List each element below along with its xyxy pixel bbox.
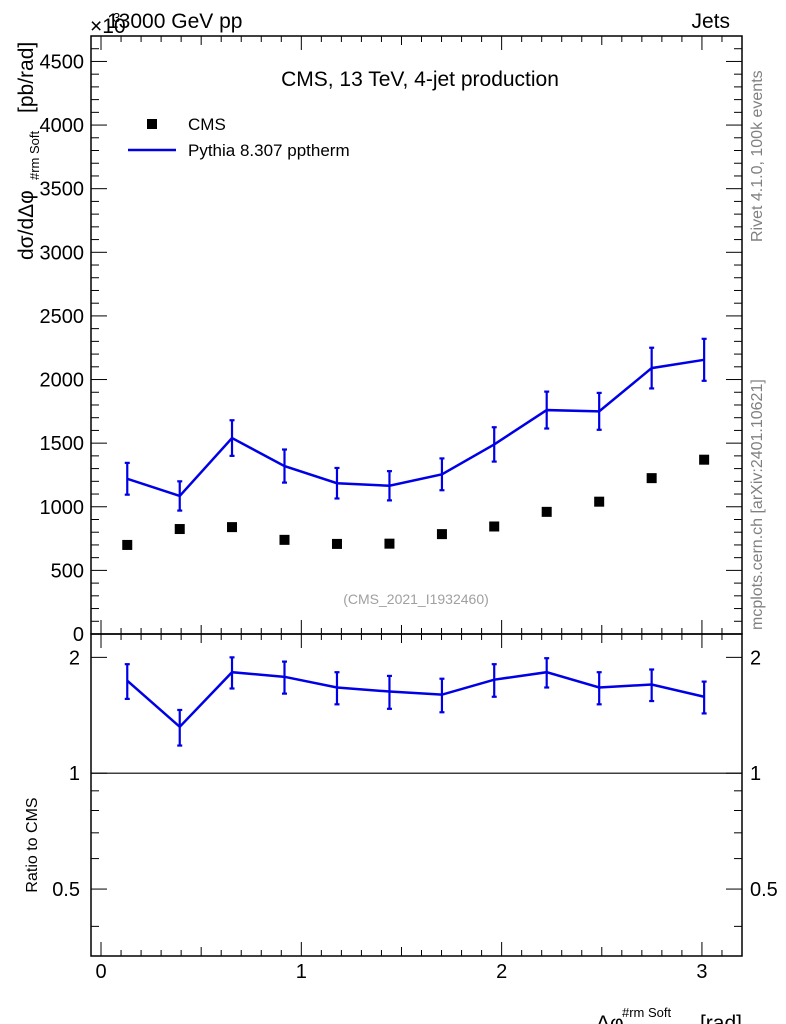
- legend-label-cms: CMS: [188, 115, 226, 134]
- x-axis-label-sub: #rm Soft: [622, 1005, 672, 1020]
- y-tick-label: 1000: [40, 497, 85, 519]
- x-tick-label: 0: [95, 961, 106, 983]
- exponent-power: 3: [113, 10, 120, 25]
- y-tick-label: 2500: [40, 306, 85, 328]
- cms-data-point: [489, 521, 500, 532]
- analysis-watermark: (CMS_2021_I1932460): [343, 591, 489, 607]
- header-right: Jets: [691, 10, 730, 33]
- pythia-series-line: [126, 358, 705, 498]
- cms-data-point: [331, 538, 342, 549]
- ratio-tick-label-right: 2: [750, 647, 761, 669]
- cms-data-point: [122, 539, 133, 550]
- cms-data-point: [227, 522, 238, 533]
- x-tick-label: 3: [696, 961, 707, 983]
- ratio-tick-label-left: 0.5: [52, 879, 80, 901]
- main-y-axis-label: dσ/dΔφ #rm Soft [pb/rad]: [15, 42, 42, 260]
- cms-data-point: [384, 538, 395, 549]
- ratio-series-line: [126, 670, 705, 729]
- legend-marker-cms: [147, 119, 157, 129]
- ratio-y-axis-label: Ratio to CMS: [24, 797, 41, 892]
- cms-data-point: [594, 496, 605, 507]
- header-left: 13000 GeV pp: [107, 10, 242, 33]
- cms-data-point: [279, 534, 290, 545]
- y-axis-label-sub: #rm Soft: [27, 130, 42, 180]
- y-axis-label-main: dσ/dΔφ: [15, 190, 38, 260]
- legend: CMS Pythia 8.307 pptherm: [128, 115, 350, 160]
- cms-data-point: [646, 473, 657, 484]
- ratio-plot-frame: [90, 633, 743, 957]
- y-tick-label: 3500: [40, 179, 85, 201]
- cms-data-point: [541, 506, 552, 517]
- x-axis-label: Δφ #rm Soft [rad]: [596, 1005, 742, 1024]
- plot-frames: [90, 35, 743, 957]
- cms-data-point: [174, 524, 185, 535]
- x-axis-label-main: Δφ: [596, 1012, 624, 1024]
- ratio-tick-label-right: 1: [750, 763, 761, 785]
- y-tick-label: 3000: [40, 242, 85, 264]
- cms-data-point: [436, 529, 447, 540]
- y-axis-label-unit: [pb/rad]: [15, 42, 38, 113]
- data-layer: [122, 337, 710, 747]
- side-label-rivet: Rivet 4.1.0, 100k events: [749, 70, 766, 242]
- y-tick-label: 4500: [40, 51, 85, 73]
- legend-label-pythia: Pythia 8.307 pptherm: [188, 141, 350, 160]
- side-label-mcplots: mcplots.cern.ch [arXiv:2401.10621]: [749, 379, 766, 630]
- x-tick-label: 1: [296, 961, 307, 983]
- ratio-tick-label-left: 1: [69, 763, 80, 785]
- cms-data-point: [699, 454, 710, 465]
- x-axis-label-unit: [rad]: [700, 1012, 742, 1024]
- chart-title: CMS, 13 TeV, 4-jet production: [281, 68, 559, 91]
- y-tick-label: 500: [51, 560, 84, 582]
- axes-layer: 0 1 2 3 0 500 1000 1500 2000 2500 3000 3500 4000 4500…: [40, 35, 778, 983]
- y-tick-label: 1500: [40, 433, 85, 455]
- ratio-tick-label-right: 0.5: [750, 879, 778, 901]
- ratio-tick-label-left: 2: [69, 647, 80, 669]
- y-tick-label: 4000: [40, 115, 85, 137]
- exponent-label: ×10: [90, 15, 126, 38]
- x-tick-label: 2: [496, 961, 507, 983]
- y-tick-label: 2000: [40, 370, 85, 392]
- y-tick-label: 0: [73, 624, 84, 646]
